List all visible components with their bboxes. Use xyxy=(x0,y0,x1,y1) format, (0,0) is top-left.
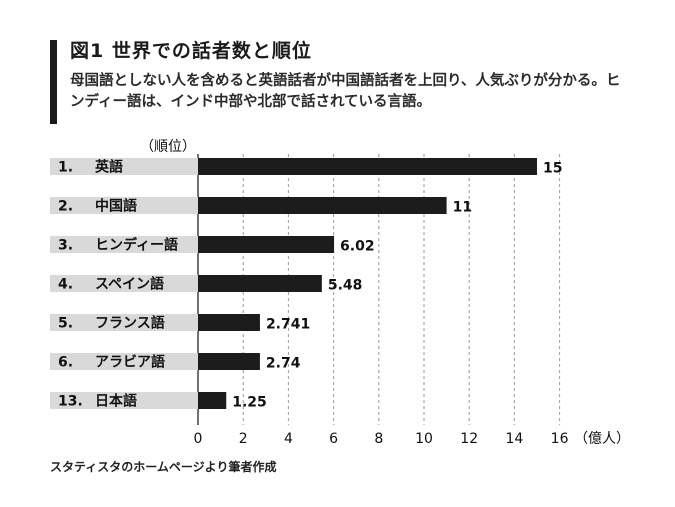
bar-value-label: 11 xyxy=(453,200,472,216)
x-tick-label: 4 xyxy=(284,431,293,447)
category-rank: 4. xyxy=(58,277,73,293)
x-tick-label: 12 xyxy=(460,431,478,447)
category-label-band xyxy=(50,275,198,292)
category-rank: 13. xyxy=(58,394,83,410)
x-tick-label: 14 xyxy=(505,431,523,447)
category-label-band xyxy=(50,314,198,331)
x-tick-label: 6 xyxy=(329,431,338,447)
category-label-band xyxy=(50,197,198,214)
bar-value-label: 2.741 xyxy=(266,317,310,333)
rank-caption: （順位） xyxy=(140,139,196,155)
category-label-band xyxy=(50,392,198,409)
category-rank: 2. xyxy=(58,199,73,215)
bar-value-label: 6.02 xyxy=(340,239,375,255)
category-rank: 5. xyxy=(58,316,73,332)
category-label: フランス語 xyxy=(95,315,165,332)
bar xyxy=(198,197,447,214)
bar-value-label: 5.48 xyxy=(328,278,363,294)
category-rank: 3. xyxy=(58,238,73,254)
category-label: 中国語 xyxy=(95,198,137,215)
bar xyxy=(198,392,227,409)
x-tick-label: 8 xyxy=(374,431,383,447)
category-label-band xyxy=(50,236,198,253)
category-label: アラビア語 xyxy=(95,354,165,371)
source-note: スタティスタのホームページより筆者作成 xyxy=(50,460,277,474)
category-rank: 1. xyxy=(58,160,73,176)
category-label: 英語 xyxy=(94,159,123,176)
category-label: ヒンディー語 xyxy=(95,237,178,254)
category-rank: 6. xyxy=(58,355,73,371)
category-label: 日本語 xyxy=(95,393,137,410)
category-label-band xyxy=(50,158,198,175)
category-label-band xyxy=(50,353,198,370)
chart-subtitle: 母国語としない人を含めると英語話者が中国語話者を上回り、人気ぶりが分かる。ヒンデ… xyxy=(70,73,621,110)
bar xyxy=(198,353,260,370)
x-tick-label: 0 xyxy=(194,431,203,447)
category-label: スペイン語 xyxy=(95,276,164,293)
x-tick-label: 10 xyxy=(415,431,433,447)
bar xyxy=(198,275,322,292)
bar-value-label: 2.74 xyxy=(266,356,301,372)
bar-value-label: 1.25 xyxy=(232,395,267,411)
unit-caption: （億人） xyxy=(574,431,630,447)
bar xyxy=(198,236,335,253)
title-accent-bar xyxy=(50,40,57,124)
bar-value-label: 15 xyxy=(543,161,562,177)
chart-title: 図1 世界での話者数と順位 xyxy=(70,40,312,62)
x-tick-label: 16 xyxy=(551,431,569,447)
x-tick-label: 2 xyxy=(239,431,248,447)
bar xyxy=(198,314,260,331)
bar xyxy=(198,158,537,175)
